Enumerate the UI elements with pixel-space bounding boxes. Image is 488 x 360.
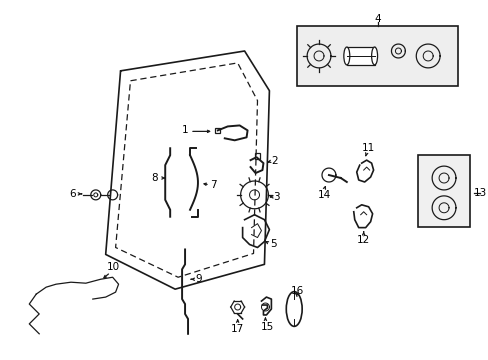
Text: 3: 3 <box>272 192 279 202</box>
Bar <box>346 47 374 65</box>
Text: 12: 12 <box>356 234 369 244</box>
Text: 5: 5 <box>269 239 276 248</box>
Text: 7: 7 <box>210 180 217 190</box>
Bar <box>214 129 219 133</box>
Text: 14: 14 <box>317 190 330 200</box>
Text: 6: 6 <box>69 189 76 199</box>
Bar <box>417 155 469 227</box>
Text: 9: 9 <box>195 274 202 284</box>
Text: 17: 17 <box>230 324 244 334</box>
Text: 16: 16 <box>290 286 303 296</box>
Text: 11: 11 <box>361 143 374 153</box>
Text: 2: 2 <box>270 156 277 166</box>
Text: 4: 4 <box>373 14 380 24</box>
Ellipse shape <box>285 292 302 327</box>
Text: 10: 10 <box>107 262 120 272</box>
Bar <box>254 153 260 159</box>
Ellipse shape <box>371 47 377 65</box>
Bar <box>297 26 457 86</box>
Text: 13: 13 <box>473 188 487 198</box>
Text: 15: 15 <box>260 322 273 332</box>
Text: 1: 1 <box>182 125 188 135</box>
Text: 8: 8 <box>151 173 157 183</box>
Ellipse shape <box>343 47 349 65</box>
